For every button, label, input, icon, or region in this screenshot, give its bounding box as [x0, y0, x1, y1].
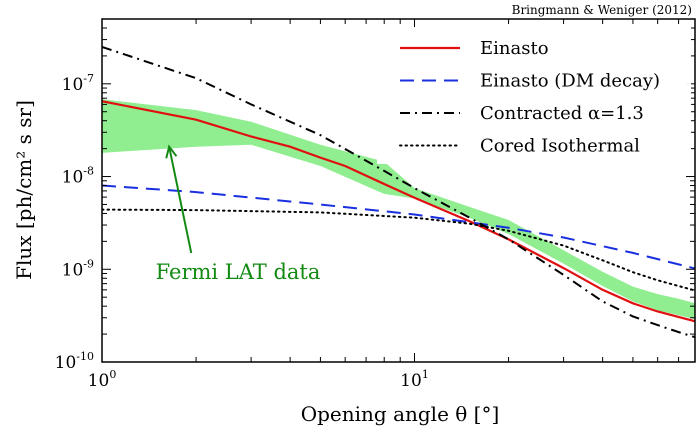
x-axis-label: Opening angle θ [°] [301, 402, 500, 426]
y-tick-label-3: 10-7 [62, 72, 94, 95]
y-tick-label-1: 10-9 [62, 257, 94, 280]
fermi-data-band [102, 99, 695, 320]
legend-label-1: Einasto (DM decay) [480, 71, 660, 92]
series-line-1 [102, 184, 695, 270]
data-layer [102, 45, 695, 339]
legend-label-0: Einasto [480, 38, 549, 59]
annotation-arrow-shaft [168, 146, 193, 254]
series-line-2 [102, 45, 695, 339]
annotation-label: Fermi LAT data [156, 260, 321, 284]
x-tick-label-0: 100 [88, 368, 117, 391]
credit-text: Bringmann & Weniger (2012) [512, 3, 692, 17]
y-tick-label-0: 10-10 [55, 350, 94, 373]
legend-box [377, 27, 691, 164]
legend-label-2: Contracted α=1.3 [480, 103, 644, 124]
legend-label-3: Cored Isothermal [480, 136, 640, 157]
y-axis-label: Flux [ph/cm² s sr] [12, 100, 36, 280]
plot-area: 100 101 10-10 10-9 10-8 10-7 Einasto Einasto (D… [55, 18, 696, 391]
series-line-3 [102, 208, 695, 292]
legend: Einasto Einasto (DM decay) Contracted α=1.… [377, 27, 691, 164]
x-tick-label-1: 101 [400, 368, 429, 391]
y-tick-label-2: 10-8 [62, 165, 94, 188]
annotation-arrow-head [165, 144, 178, 159]
series-line-0 [102, 100, 695, 323]
